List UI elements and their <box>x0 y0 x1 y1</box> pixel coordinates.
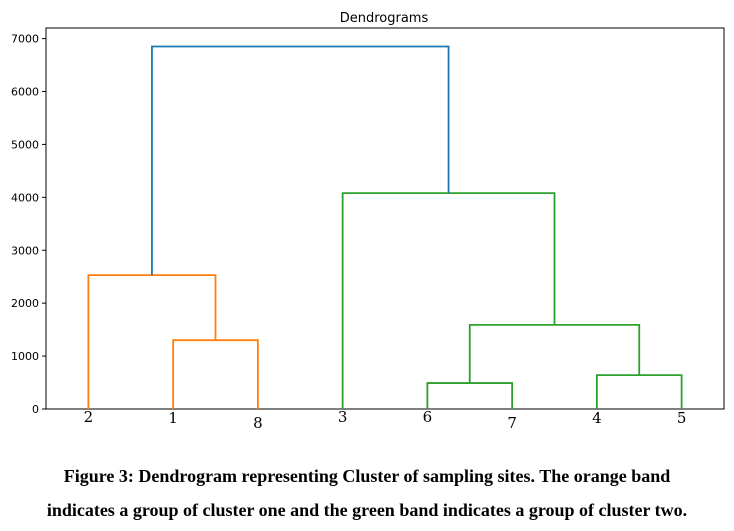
leaf-label-4: 4 <box>592 409 602 427</box>
leaf-labels: 2 1 8 3 6 7 4 5 <box>84 408 687 432</box>
leaf-label-7: 7 <box>507 414 517 432</box>
leaf-label-5: 5 <box>677 409 687 427</box>
y-tick-label: 4000 <box>11 191 39 204</box>
merge-link-1 <box>87 274 217 409</box>
y-tick-label: 3000 <box>11 244 39 257</box>
leaf-label-1: 1 <box>168 409 178 427</box>
y-tick-label: 2000 <box>11 297 39 310</box>
merge-link-5 <box>341 192 556 409</box>
figure-caption-line-2: indicates a group of cluster one and the… <box>46 500 688 520</box>
leaf-label-6: 6 <box>423 408 433 426</box>
leaf-label-8: 8 <box>253 414 263 432</box>
leaf-label-3: 3 <box>338 408 348 426</box>
dendrogram-chart: Dendrograms 0 1000 2000 3000 4000 5000 6000 700… <box>11 11 725 432</box>
dendrogram-links <box>87 45 683 409</box>
y-axis: 0 1000 2000 3000 4000 5000 6000 7000 <box>11 33 46 416</box>
merge-link-3 <box>595 374 683 409</box>
y-tick-label: 6000 <box>11 86 39 99</box>
y-tick-label: 5000 <box>11 138 39 151</box>
leaf-label-2: 2 <box>84 408 94 426</box>
y-tick-label: 7000 <box>11 33 39 46</box>
merge-link-2 <box>426 382 514 409</box>
figure-caption-line-1: Figure 3: Dendrogram representing Cluste… <box>63 466 671 486</box>
merge-link-0 <box>172 339 259 409</box>
y-tick-label: 0 <box>32 403 39 416</box>
chart-title: Dendrograms <box>340 11 429 26</box>
plot-frame <box>45 27 725 410</box>
merge-link-6 <box>151 45 450 276</box>
y-tick-label: 1000 <box>11 350 39 363</box>
